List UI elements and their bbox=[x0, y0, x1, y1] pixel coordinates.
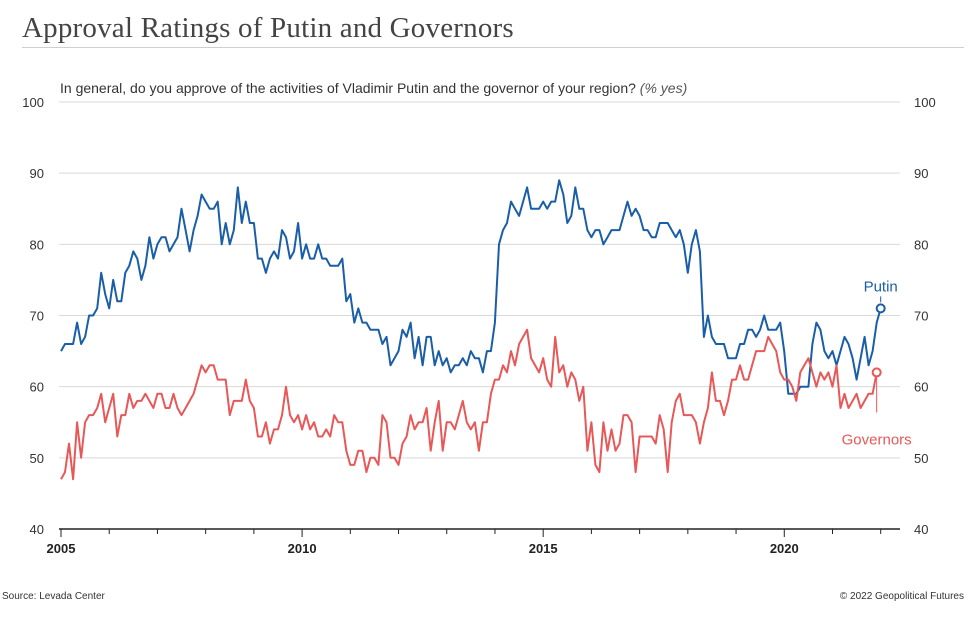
subtitle-unit: (% yes) bbox=[639, 80, 688, 96]
grid-lines bbox=[59, 101, 900, 459]
series-line-putin bbox=[60, 179, 882, 395]
x-tick-label: 2020 bbox=[770, 541, 799, 556]
y-tick-label-right: 50 bbox=[914, 451, 928, 466]
y-tick-label-left: 100 bbox=[22, 95, 44, 110]
title-divider bbox=[22, 47, 964, 48]
putin-series-label: Putin bbox=[864, 278, 898, 295]
axes: 40 40 50 50 60 60 70 70 80 80 90 90 100 100 2005 2010 20… bbox=[22, 95, 935, 556]
x-tick-label: 2010 bbox=[288, 541, 317, 556]
chart-subtitle: In general, do you approve of the activi… bbox=[60, 80, 687, 96]
y-tick-label-left: 40 bbox=[30, 522, 44, 537]
y-tick-label-right: 40 bbox=[914, 522, 928, 537]
copyright-note: © 2022 Geopolitical Futures bbox=[839, 591, 964, 602]
chart-title: Approval Ratings of Putin and Governors bbox=[22, 12, 514, 44]
y-tick-label-left: 70 bbox=[30, 309, 44, 324]
governors-series-label: Governors bbox=[842, 431, 912, 448]
series-lines bbox=[60, 179, 882, 481]
y-tick-label-right: 60 bbox=[914, 380, 928, 395]
series-line-governors bbox=[60, 328, 878, 481]
y-tick-label-right: 70 bbox=[914, 309, 928, 324]
y-tick-label-right: 100 bbox=[914, 95, 936, 110]
y-tick-label-right: 90 bbox=[914, 166, 928, 181]
y-tick-label-right: 80 bbox=[914, 237, 928, 252]
y-tick-label-left: 90 bbox=[30, 166, 44, 181]
x-tick-label: 2015 bbox=[529, 541, 558, 556]
governors-end-marker bbox=[871, 367, 882, 378]
putin-end-marker bbox=[875, 303, 886, 314]
subtitle-question: In general, do you approve of the activi… bbox=[60, 80, 636, 96]
y-tick-label-left: 50 bbox=[30, 451, 44, 466]
y-tick-label-left: 80 bbox=[30, 237, 44, 252]
source-note: Source: Levada Center bbox=[2, 591, 105, 602]
series-labels: Putin Governors bbox=[842, 278, 912, 448]
y-tick-label-left: 60 bbox=[30, 380, 44, 395]
x-tick-label: 2005 bbox=[47, 541, 76, 556]
